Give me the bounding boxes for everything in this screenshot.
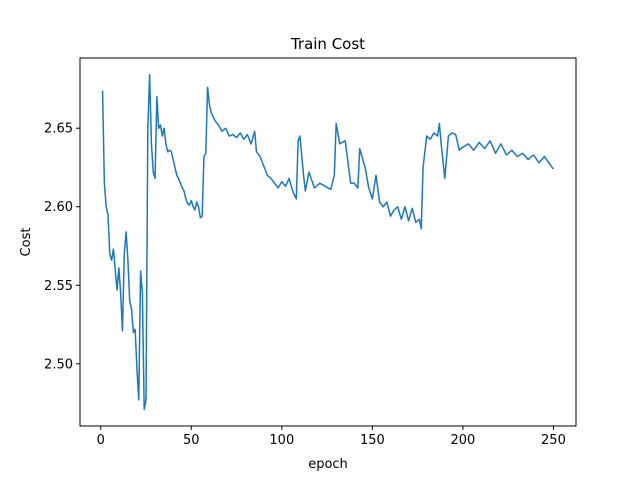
y-tick-label: 2.65 (44, 122, 73, 137)
chart-title: Train Cost (290, 35, 365, 53)
y-tick-label: 2.60 (44, 200, 73, 215)
x-tick-label: 200 (450, 433, 475, 448)
y-tick-label: 2.50 (44, 357, 73, 372)
x-tick-label: 100 (269, 433, 294, 448)
y-tick-label: 2.55 (44, 279, 73, 294)
plot-area: 0 50 100 150 200 250 2.50 2.55 2.60 2.65 (44, 74, 566, 448)
y-axis-label: Cost (19, 228, 34, 257)
x-tick-label: 250 (541, 433, 566, 448)
x-tick-label: 50 (183, 433, 200, 448)
x-tick-label: 0 (97, 433, 105, 448)
axes-frame (79, 57, 577, 427)
x-tick-label: 150 (360, 433, 385, 448)
x-axis-label: epoch (308, 457, 348, 472)
data-line (101, 74, 555, 411)
